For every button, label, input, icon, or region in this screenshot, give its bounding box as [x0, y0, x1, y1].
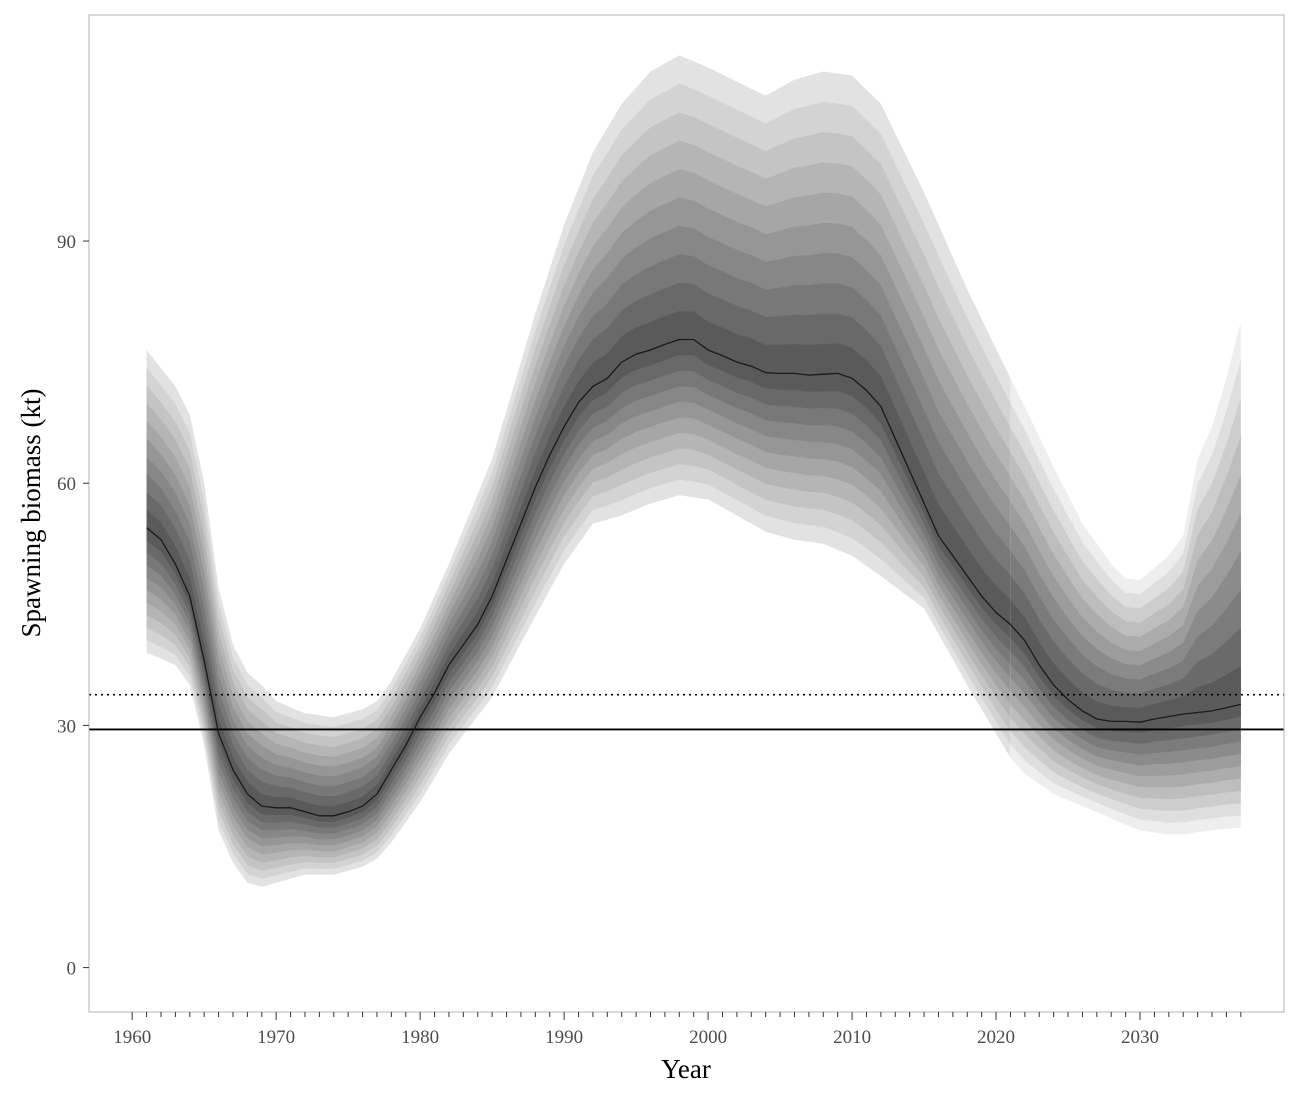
x-axis: 1960 1970 1980 1990 2000 2010 2020 2030	[113, 1012, 1242, 1048]
panel-border	[88, 14, 1285, 1013]
x-tick-label: 1960	[113, 1027, 151, 1048]
x-tick-label: 2000	[689, 1027, 727, 1048]
reference-lines	[89, 693, 1284, 731]
median-line	[146, 338, 1241, 817]
x-tick-label: 2030	[1121, 1027, 1159, 1048]
uncertainty-bands	[146, 55, 1241, 887]
y-tick-label: 30	[57, 716, 76, 737]
x-tick-label: 1990	[545, 1027, 583, 1048]
y-axis-title: Spawning biomass (kt)	[16, 389, 46, 638]
y-axis: 0 30 60 90	[57, 232, 89, 980]
x-tick-label: 2010	[833, 1027, 871, 1048]
y-tick-label: 60	[57, 474, 76, 495]
x-tick-label: 2020	[977, 1027, 1015, 1048]
plot-panel	[88, 14, 1285, 1013]
x-axis-title: Year	[661, 1054, 711, 1084]
x-tick-label: 1970	[257, 1027, 295, 1048]
y-tick-label: 0	[67, 959, 77, 980]
y-tick-label: 90	[57, 232, 76, 253]
x-tick-label: 1980	[401, 1027, 439, 1048]
